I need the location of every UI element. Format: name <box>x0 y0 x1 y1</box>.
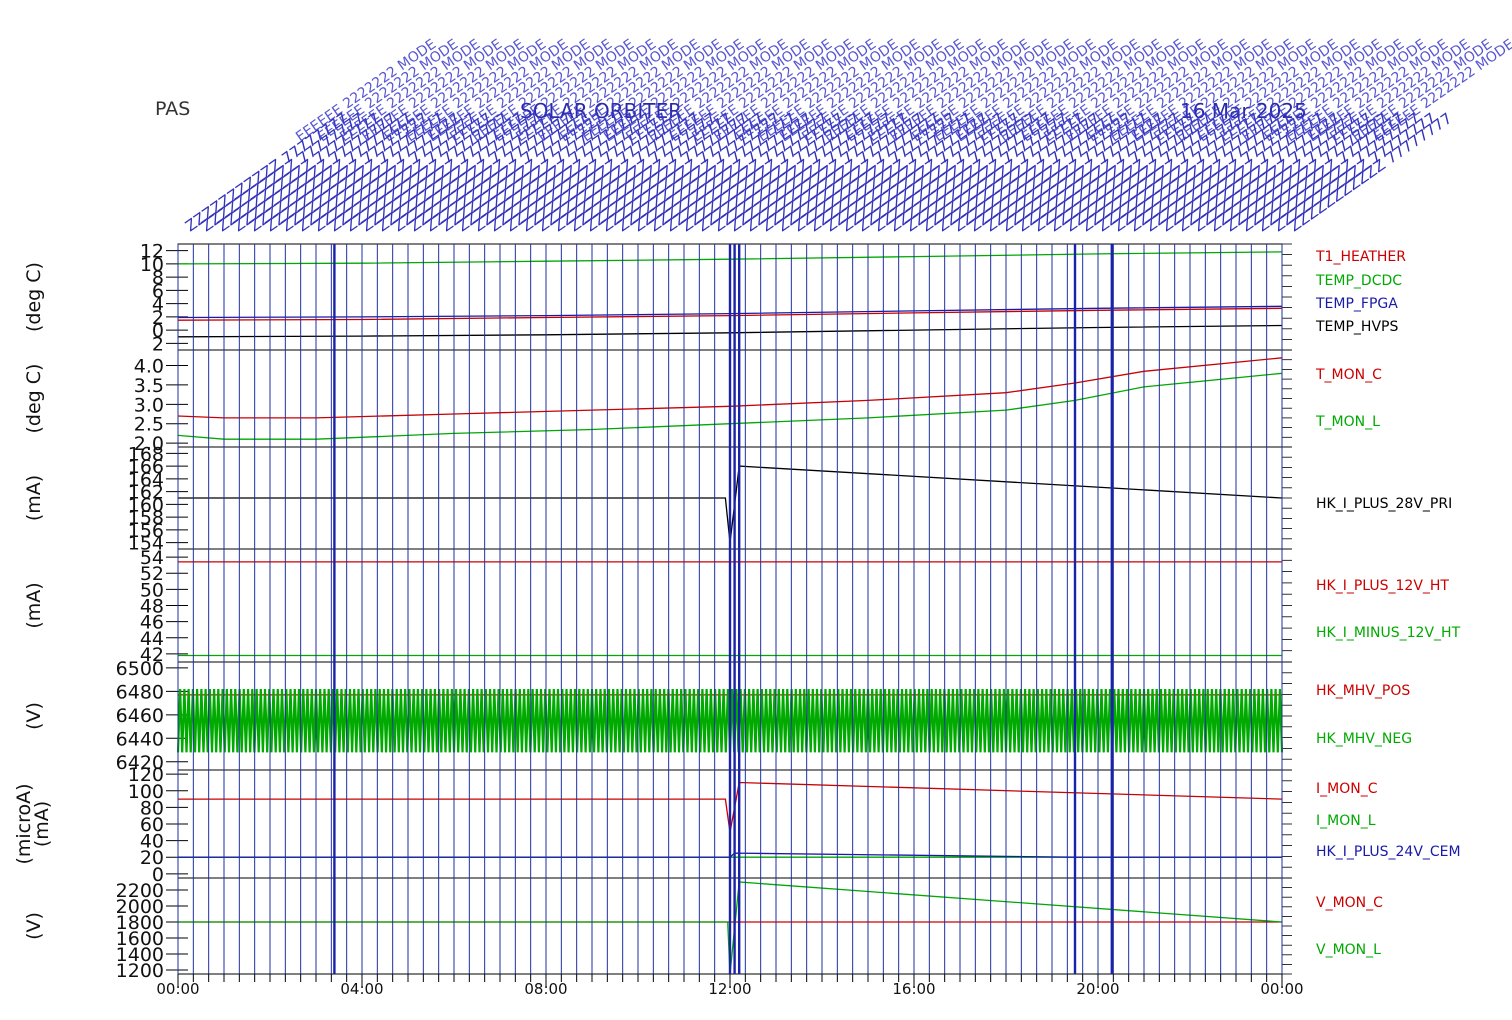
y-axis-label: (microA) <box>13 783 35 864</box>
y-tick-label: 2.0 <box>134 433 164 455</box>
y-axis-label: (mA) <box>23 475 45 521</box>
legend-label: HK_I_MINUS_12V_HT <box>1316 625 1461 641</box>
y-tick-label: 46 <box>140 612 164 634</box>
y-tick-label: 50 <box>140 579 164 601</box>
x-tick-label: 16:00 <box>892 980 935 998</box>
y-tick-label: 6480 <box>116 681 164 703</box>
mission-label: SOLAR ORBITER <box>520 99 682 123</box>
y-axis-label: (mA) <box>23 582 45 628</box>
legend-label: V_MON_C <box>1316 895 1383 911</box>
y-axis-label: (V) <box>23 912 45 940</box>
y-tick-label: 3.0 <box>134 394 164 416</box>
legend-label: I_MON_L <box>1316 813 1376 829</box>
y-tick-label: 1600 <box>116 928 164 950</box>
y-tick-label: 6440 <box>116 728 164 750</box>
date-label: 16 Mar 2025 <box>1180 99 1307 123</box>
legend-label: HK_I_PLUS_12V_HT <box>1316 578 1449 594</box>
y-tick-label: 60 <box>140 814 164 836</box>
y-tick-label: 4 <box>152 294 164 316</box>
y-axis-label: (deg C) <box>23 262 45 332</box>
legend-label: V_MON_L <box>1316 942 1381 958</box>
y-tick-label: 120 <box>128 764 164 786</box>
y-tick-label: 6460 <box>116 705 164 727</box>
y-tick-label: 52 <box>140 563 164 585</box>
y-tick-label: 156 <box>128 520 164 542</box>
y-tick-label: 3.5 <box>134 375 164 397</box>
legend-label: T_MON_C <box>1315 367 1382 383</box>
legend-label: HK_MHV_NEG <box>1316 731 1412 747</box>
y-tick-label: 80 <box>140 797 164 819</box>
y-tick-label: 4.0 <box>134 356 164 378</box>
y-tick-label: 54 <box>140 547 164 569</box>
legend-label: HK_MHV_POS <box>1316 683 1410 699</box>
y-tick-label: 2 <box>152 333 164 355</box>
y-tick-label: 168 <box>128 443 164 465</box>
y-tick-label: 2 <box>152 307 164 329</box>
y-tick-label: 20 <box>140 847 164 869</box>
y-tick-label: 100 <box>128 781 164 803</box>
y-tick-label: 8 <box>152 267 164 289</box>
y-axis-label-2: (mA) <box>31 801 53 847</box>
legend-label: TEMP_HVPS <box>1315 319 1398 335</box>
y-tick-label: 2.5 <box>134 414 164 436</box>
legend-label: T1_HEATHER <box>1315 249 1406 265</box>
y-tick-label: 0 <box>152 320 164 342</box>
y-tick-label: 154 <box>128 533 164 555</box>
y-tick-label: 162 <box>128 482 164 504</box>
x-tick-label: 08:00 <box>524 980 567 998</box>
legend-label: TEMP_DCDC <box>1315 273 1402 289</box>
y-tick-label: 40 <box>140 831 164 853</box>
y-tick-label: 6 <box>152 280 164 302</box>
legend-label: I_MON_C <box>1316 781 1378 797</box>
x-tick-label: 00:00 <box>156 980 199 998</box>
legend-label: TEMP_FPGA <box>1315 296 1398 312</box>
y-tick-label: 44 <box>140 628 164 650</box>
y-tick-label: 166 <box>128 456 164 478</box>
legend-label: HK_I_PLUS_28V_PRI <box>1316 496 1452 512</box>
y-tick-label: 1800 <box>116 912 164 934</box>
x-tick-label: 04:00 <box>340 980 383 998</box>
x-tick-label: 00:00 <box>1260 980 1303 998</box>
y-tick-label: 10 <box>140 254 164 276</box>
series-line <box>178 465 1283 543</box>
y-tick-label: 1400 <box>116 944 164 966</box>
y-tick-label: 2200 <box>116 880 164 902</box>
x-tick-label: 12:00 <box>708 980 751 998</box>
y-tick-label: 12 <box>140 241 164 263</box>
legend-label: T_MON_L <box>1315 414 1380 430</box>
y-tick-label: 48 <box>140 596 164 618</box>
y-tick-label: 42 <box>140 644 164 666</box>
y-axis-label: (V) <box>23 702 45 730</box>
legend-label: HK_I_PLUS_24V_CEM <box>1316 844 1461 860</box>
x-tick-label: 20:00 <box>1076 980 1119 998</box>
y-tick-label: 158 <box>128 507 164 529</box>
y-tick-label: 160 <box>128 494 164 516</box>
y-axis-label: (deg C) <box>23 364 45 434</box>
y-tick-label: 1200 <box>116 960 164 982</box>
y-tick-label: 6420 <box>116 752 164 774</box>
y-tick-label: 6500 <box>116 658 164 680</box>
y-tick-label: 0 <box>152 864 164 886</box>
y-tick-label: 2000 <box>116 896 164 918</box>
instrument-title: PAS <box>155 98 191 120</box>
y-tick-label: 164 <box>128 469 164 491</box>
